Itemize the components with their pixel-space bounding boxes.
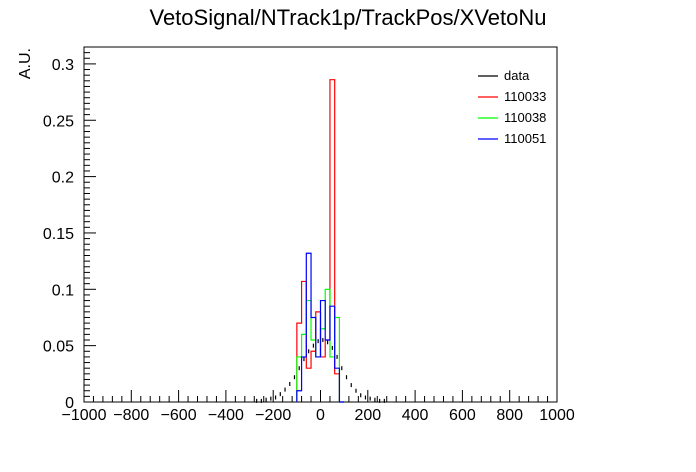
legend-label: 110033 — [504, 89, 546, 104]
axis-ticks — [83, 46, 558, 403]
x-tick-labels: −1000 −800 −600 −400 −200 0 200 400 600 800 1000 — [62, 407, 575, 424]
y-tick-label: 0.1 — [52, 282, 74, 299]
y-tick-label: 0.2 — [52, 170, 74, 187]
legend-label: data — [504, 68, 530, 83]
y-tick-label: 0.3 — [52, 57, 74, 74]
x-tick-label: −200 — [255, 407, 291, 424]
x-tick-label: −800 — [113, 407, 149, 424]
y-axis-label: A.U. — [17, 48, 34, 79]
legend-label: 110051 — [504, 131, 546, 146]
y-tick-label: 0.15 — [43, 226, 74, 243]
legend-label: 110038 — [504, 110, 546, 125]
x-tick-label: 800 — [496, 407, 523, 424]
x-tick-label: −600 — [161, 407, 197, 424]
y-tick-label: 0.25 — [43, 113, 74, 130]
x-tick-label: 400 — [402, 407, 429, 424]
x-tick-label: 600 — [449, 407, 476, 424]
y-tick-label: 0 — [65, 395, 74, 412]
y-tick-labels: 0 0.05 0.1 0.15 0.2 0.25 0.3 — [43, 57, 74, 412]
x-tick-label: 200 — [354, 407, 381, 424]
series-layer — [256, 79, 385, 403]
x-tick-label: 1000 — [539, 407, 575, 424]
series-110051-histogram — [296, 252, 345, 403]
x-tick-label: −400 — [208, 407, 244, 424]
x-tick-label: 0 — [316, 407, 325, 424]
x-tick-label: −1000 — [62, 407, 107, 424]
y-tick-label: 0.05 — [43, 339, 74, 356]
chart-title: VetoSignal/NTrack1p/TrackPos/XVetoNu — [149, 5, 546, 30]
legend: data 110033 110038 110051 — [478, 68, 546, 146]
